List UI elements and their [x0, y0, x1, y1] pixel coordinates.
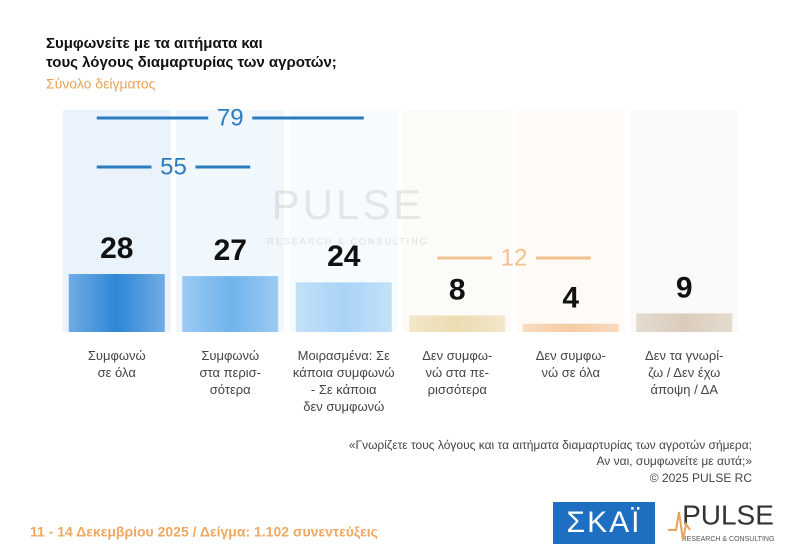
category-label: Δεν συμφω-νώ στα πε-ρισσότερα [422, 348, 492, 397]
pulse-tagline: RESEARCH & CONSULTING [682, 536, 775, 543]
fieldwork: 11 - 14 Δεκεμβρίου 2025 / Δείγμα: 1.102 … [30, 524, 378, 540]
question-note: «Γνωρίζετε τους λόγους και τα αιτήματα δ… [349, 438, 753, 468]
column-background [630, 110, 739, 332]
skai-logo: ΣΚΑΪ [567, 506, 642, 539]
group-total: 55 [160, 153, 187, 180]
watermark: PULSE [272, 181, 425, 228]
bar [636, 313, 733, 332]
value-label: 9 [676, 271, 693, 304]
category-label: Μοιρασμένα: Σε κάποια συμφωνώ - Σε κάποια δ… [293, 348, 395, 414]
chart-title: Συμφωνείτε με τα αιτήματα και τους λόγους… [46, 35, 337, 71]
pulse-logo: PULSE [682, 499, 774, 530]
watermark-tagline: RESEARCH & CONSULTING [267, 236, 428, 246]
group-total: 79 [217, 104, 244, 131]
column-background [403, 110, 512, 332]
bar [409, 315, 506, 332]
bar [522, 323, 619, 332]
bar [295, 282, 392, 332]
category-label: Συμφωνώ στα περισ-σότερα [199, 348, 261, 397]
bar [68, 274, 165, 332]
value-label: 4 [562, 282, 579, 315]
value-label: 8 [449, 273, 466, 306]
value-label: 24 [327, 240, 361, 273]
value-label: 27 [214, 234, 247, 267]
category-label: Συμφωνώ σε όλα [88, 348, 146, 380]
subtitle: Σύνολο δείγματος [46, 76, 156, 92]
pulse-icon [668, 511, 691, 541]
skai-logo-box [553, 502, 655, 544]
category-label: Δεν τα γνωρί-ζω / Δεν έχω άποψη / ΔΑ [645, 348, 723, 397]
category-label: Δεν συμφω-νώ σε όλα [536, 348, 606, 380]
group-total: 12 [501, 244, 528, 271]
copyright: © 2025 PULSE RC [650, 471, 753, 485]
value-label: 28 [100, 232, 133, 265]
column-background [516, 110, 625, 332]
bar [182, 276, 279, 332]
